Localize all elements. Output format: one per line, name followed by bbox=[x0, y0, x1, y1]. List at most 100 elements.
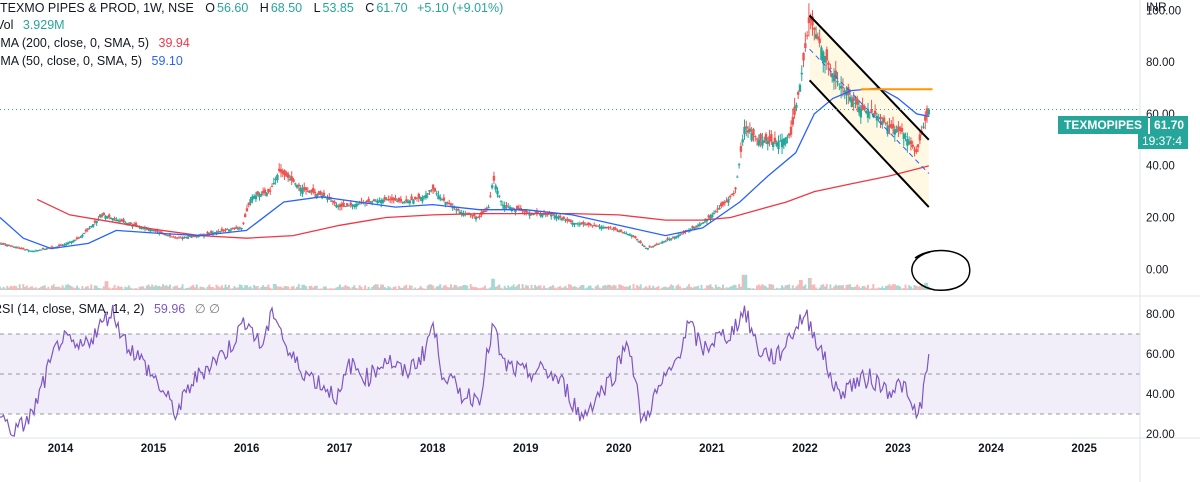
volume-bar bbox=[185, 288, 188, 290]
rsi-pane[interactable] bbox=[0, 304, 1140, 437]
volume-bar bbox=[129, 287, 132, 290]
volume-bar bbox=[503, 285, 506, 290]
candle-body bbox=[109, 217, 113, 219]
candle-body bbox=[712, 212, 716, 214]
candle-body bbox=[836, 81, 839, 83]
volume-bar bbox=[909, 286, 912, 290]
volume-bar bbox=[777, 288, 780, 290]
volume-bar bbox=[111, 287, 114, 290]
volume-bar bbox=[190, 286, 193, 290]
candle-body bbox=[811, 16, 814, 26]
volume-bar bbox=[399, 287, 402, 290]
candle-body bbox=[623, 232, 626, 234]
volume-bar bbox=[809, 278, 812, 290]
sma50-legend[interactable]: SMA (50, close, 0, SMA, 5) 59.10 bbox=[0, 53, 185, 69]
volume-bar bbox=[845, 285, 848, 290]
candle-body bbox=[779, 140, 782, 142]
candle-body bbox=[868, 112, 871, 114]
candle-body bbox=[444, 201, 447, 205]
candle-body bbox=[150, 230, 154, 232]
candle-body bbox=[394, 198, 397, 201]
candle-body bbox=[507, 206, 510, 208]
candle-body bbox=[546, 213, 549, 215]
currency-label: INR bbox=[1146, 0, 1167, 14]
candle-body bbox=[700, 223, 703, 225]
candle-body bbox=[405, 199, 408, 202]
volume-bar bbox=[355, 287, 358, 290]
rsi-legend[interactable]: RSI (14, close, SMA, 14, 2) 59.96 ∅ ∅ bbox=[0, 301, 222, 317]
candle-body bbox=[741, 139, 744, 143]
candle-body bbox=[782, 138, 786, 146]
candle-body bbox=[508, 207, 512, 210]
candle-body bbox=[890, 124, 893, 128]
candle-body bbox=[231, 227, 234, 230]
candle-body bbox=[550, 214, 553, 217]
volume-bar bbox=[768, 284, 771, 290]
candle-body bbox=[81, 234, 84, 237]
volume-bar bbox=[893, 284, 896, 290]
candle-body bbox=[306, 190, 310, 192]
volume-bar bbox=[841, 285, 844, 290]
candle-body bbox=[659, 242, 662, 244]
volume-bar bbox=[537, 285, 540, 290]
volume-bar bbox=[188, 287, 191, 290]
volume-bar bbox=[149, 286, 152, 290]
volume-legend[interactable]: Vol 3.929M bbox=[0, 17, 67, 33]
candle-body bbox=[451, 206, 454, 209]
candle-body bbox=[809, 16, 812, 21]
rsi-line bbox=[0, 304, 930, 437]
candle-body bbox=[843, 90, 846, 93]
volume-bar bbox=[16, 288, 19, 290]
candle-body bbox=[392, 198, 395, 201]
volume-bar bbox=[786, 284, 789, 290]
candle-body bbox=[140, 227, 143, 229]
candle-body bbox=[22, 247, 25, 249]
volume-bar bbox=[308, 285, 311, 290]
candle-body bbox=[553, 215, 556, 219]
volume-bar bbox=[356, 288, 359, 290]
volume-bar bbox=[544, 287, 547, 290]
candle-body bbox=[775, 142, 778, 147]
candle-body bbox=[788, 133, 791, 136]
volume-bar bbox=[884, 286, 887, 290]
candle-body bbox=[834, 70, 837, 79]
candle-body bbox=[184, 237, 188, 239]
volume-bar bbox=[811, 284, 814, 290]
volume-bar bbox=[852, 287, 855, 290]
candle-body bbox=[823, 56, 827, 63]
volume-bar bbox=[403, 285, 406, 290]
candle-body bbox=[483, 210, 487, 212]
volume-bar bbox=[115, 288, 118, 290]
volume-bar bbox=[918, 286, 921, 290]
candle-body bbox=[294, 183, 297, 185]
volume-bar bbox=[523, 287, 526, 290]
volume-bar bbox=[435, 286, 438, 290]
volume-bar bbox=[9, 285, 12, 290]
volume-bar bbox=[86, 286, 89, 290]
year-tick-label: 2018 bbox=[420, 443, 446, 455]
candle-body bbox=[818, 38, 821, 44]
candle-body bbox=[99, 214, 102, 218]
volume-bar bbox=[575, 286, 578, 290]
last-price-tag: 61.70 bbox=[1150, 116, 1189, 134]
candle-body bbox=[79, 236, 82, 238]
candle-body bbox=[886, 125, 889, 134]
volume-bar bbox=[664, 286, 667, 290]
candle-body bbox=[496, 190, 499, 195]
candle-body bbox=[156, 229, 159, 232]
volume-bar bbox=[507, 285, 510, 290]
volume-bar bbox=[396, 288, 399, 290]
candle-body bbox=[650, 246, 653, 248]
candle-body bbox=[345, 203, 349, 206]
volume-bar bbox=[142, 286, 145, 290]
volume-bar bbox=[72, 287, 75, 290]
candle-body bbox=[711, 214, 714, 217]
volume-bar bbox=[77, 287, 80, 290]
price-pane[interactable] bbox=[0, 3, 1140, 291]
volume-bar bbox=[24, 286, 27, 290]
candle-body bbox=[925, 108, 929, 115]
sma200-legend[interactable]: SMA (200, close, 0, SMA, 5) 39.94 bbox=[0, 35, 192, 51]
volume-bar bbox=[550, 286, 553, 290]
volume-bar bbox=[573, 286, 576, 290]
